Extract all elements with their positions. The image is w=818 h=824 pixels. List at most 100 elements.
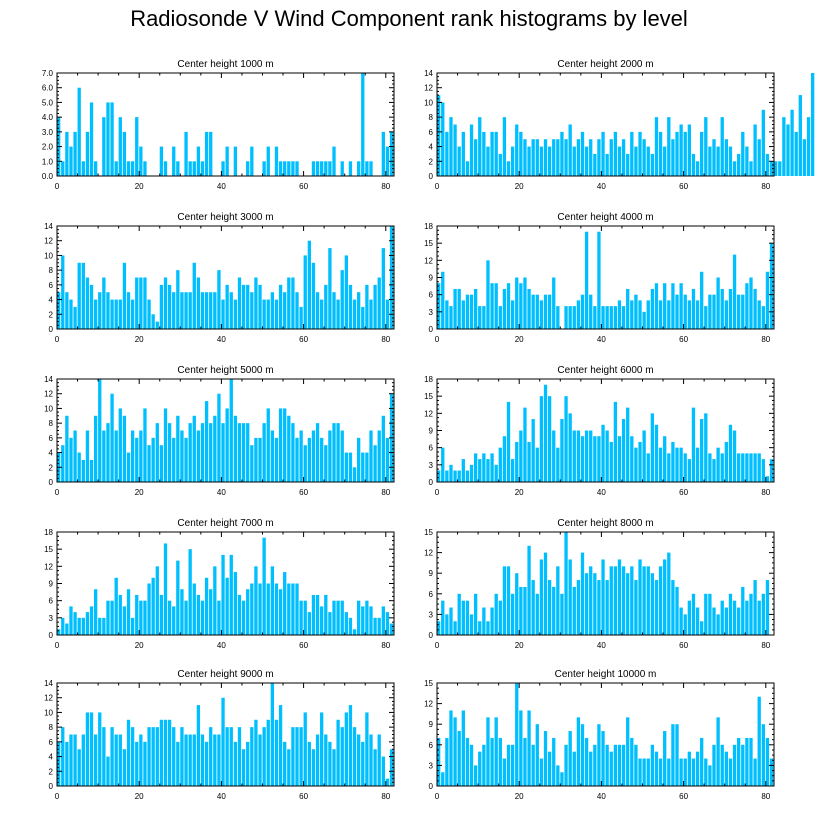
bar [761, 306, 765, 329]
bar [61, 617, 65, 635]
x-tick-label: 0 [435, 182, 440, 191]
bar [621, 139, 626, 176]
bar [687, 124, 692, 176]
bar [188, 549, 192, 635]
bar [626, 288, 630, 329]
bar [539, 300, 544, 329]
bar [700, 419, 704, 482]
bar [502, 288, 507, 329]
bar [646, 453, 650, 482]
bar [473, 765, 478, 786]
bar [765, 271, 770, 329]
bar [344, 452, 348, 482]
bar [176, 270, 180, 329]
bar [225, 146, 229, 176]
bar [204, 401, 209, 482]
bar [502, 117, 507, 176]
x-tick-label: 0 [55, 792, 60, 801]
bar [601, 131, 605, 176]
bar [547, 146, 552, 176]
bar [73, 734, 77, 786]
y-tick-label: 6 [49, 738, 54, 747]
bar [246, 423, 250, 482]
bar [200, 423, 205, 482]
bar [704, 117, 708, 176]
bar [85, 430, 90, 482]
bar [630, 300, 634, 329]
bar [361, 306, 365, 329]
bar [597, 580, 601, 635]
bar [93, 299, 98, 329]
bar [716, 146, 720, 176]
bar [184, 600, 188, 635]
bar [737, 737, 741, 786]
bar [65, 741, 69, 786]
bar [291, 277, 295, 329]
bar [675, 586, 679, 635]
y-tick-label: 10 [44, 708, 53, 717]
bar [568, 731, 572, 786]
bar [601, 424, 605, 482]
bar [695, 161, 700, 176]
bar [757, 139, 761, 176]
bar [332, 600, 336, 635]
bar [89, 102, 94, 176]
bar [250, 146, 254, 176]
bar [172, 727, 176, 786]
bar [617, 436, 622, 482]
bar [720, 744, 724, 786]
bar [683, 453, 687, 482]
bar [449, 607, 453, 635]
x-tick-label: 60 [679, 488, 688, 497]
bar [486, 260, 490, 329]
chart-title: Center height 8000 m [557, 518, 653, 529]
bar [552, 737, 556, 786]
x-tick-label: 40 [217, 182, 226, 191]
bar [535, 139, 539, 176]
bar [465, 470, 470, 482]
bar [810, 73, 815, 176]
bar [98, 292, 102, 329]
bar [543, 139, 548, 176]
bar [605, 306, 609, 329]
y-tick-label: 12 [424, 84, 433, 93]
bar [139, 146, 143, 176]
bar [580, 724, 585, 786]
bar [89, 606, 94, 635]
bar [441, 102, 445, 176]
bar [654, 580, 659, 635]
bar [159, 445, 164, 482]
bar [233, 415, 238, 482]
chart-title: Center height 9000 m [177, 669, 273, 680]
y-tick-label: 9 [49, 580, 54, 589]
bar [139, 430, 143, 482]
bar [490, 737, 494, 786]
bar [515, 277, 519, 329]
bar [494, 283, 498, 329]
bar [114, 430, 118, 482]
x-tick-label: 80 [761, 641, 770, 650]
bar [369, 734, 373, 786]
bar [494, 464, 498, 482]
bar [465, 294, 470, 329]
bar [473, 593, 478, 635]
bar [266, 583, 270, 635]
bar [192, 734, 196, 786]
bar [270, 292, 275, 329]
bar [237, 594, 242, 635]
bar [712, 744, 716, 786]
bar [283, 408, 287, 482]
bar [482, 453, 486, 482]
bar [445, 470, 449, 482]
bar [539, 396, 544, 482]
bar [163, 719, 168, 786]
y-tick-label: 6 [49, 597, 54, 606]
bar [77, 452, 81, 482]
bar [782, 117, 786, 176]
bar [650, 573, 655, 635]
bar [449, 306, 453, 329]
bar [589, 566, 593, 635]
chart-panel-8: Center height 8000 m 0 3 6 9 12 15 0 20 40 60 80 [424, 518, 775, 650]
y-tick-label: 4 [429, 143, 434, 152]
